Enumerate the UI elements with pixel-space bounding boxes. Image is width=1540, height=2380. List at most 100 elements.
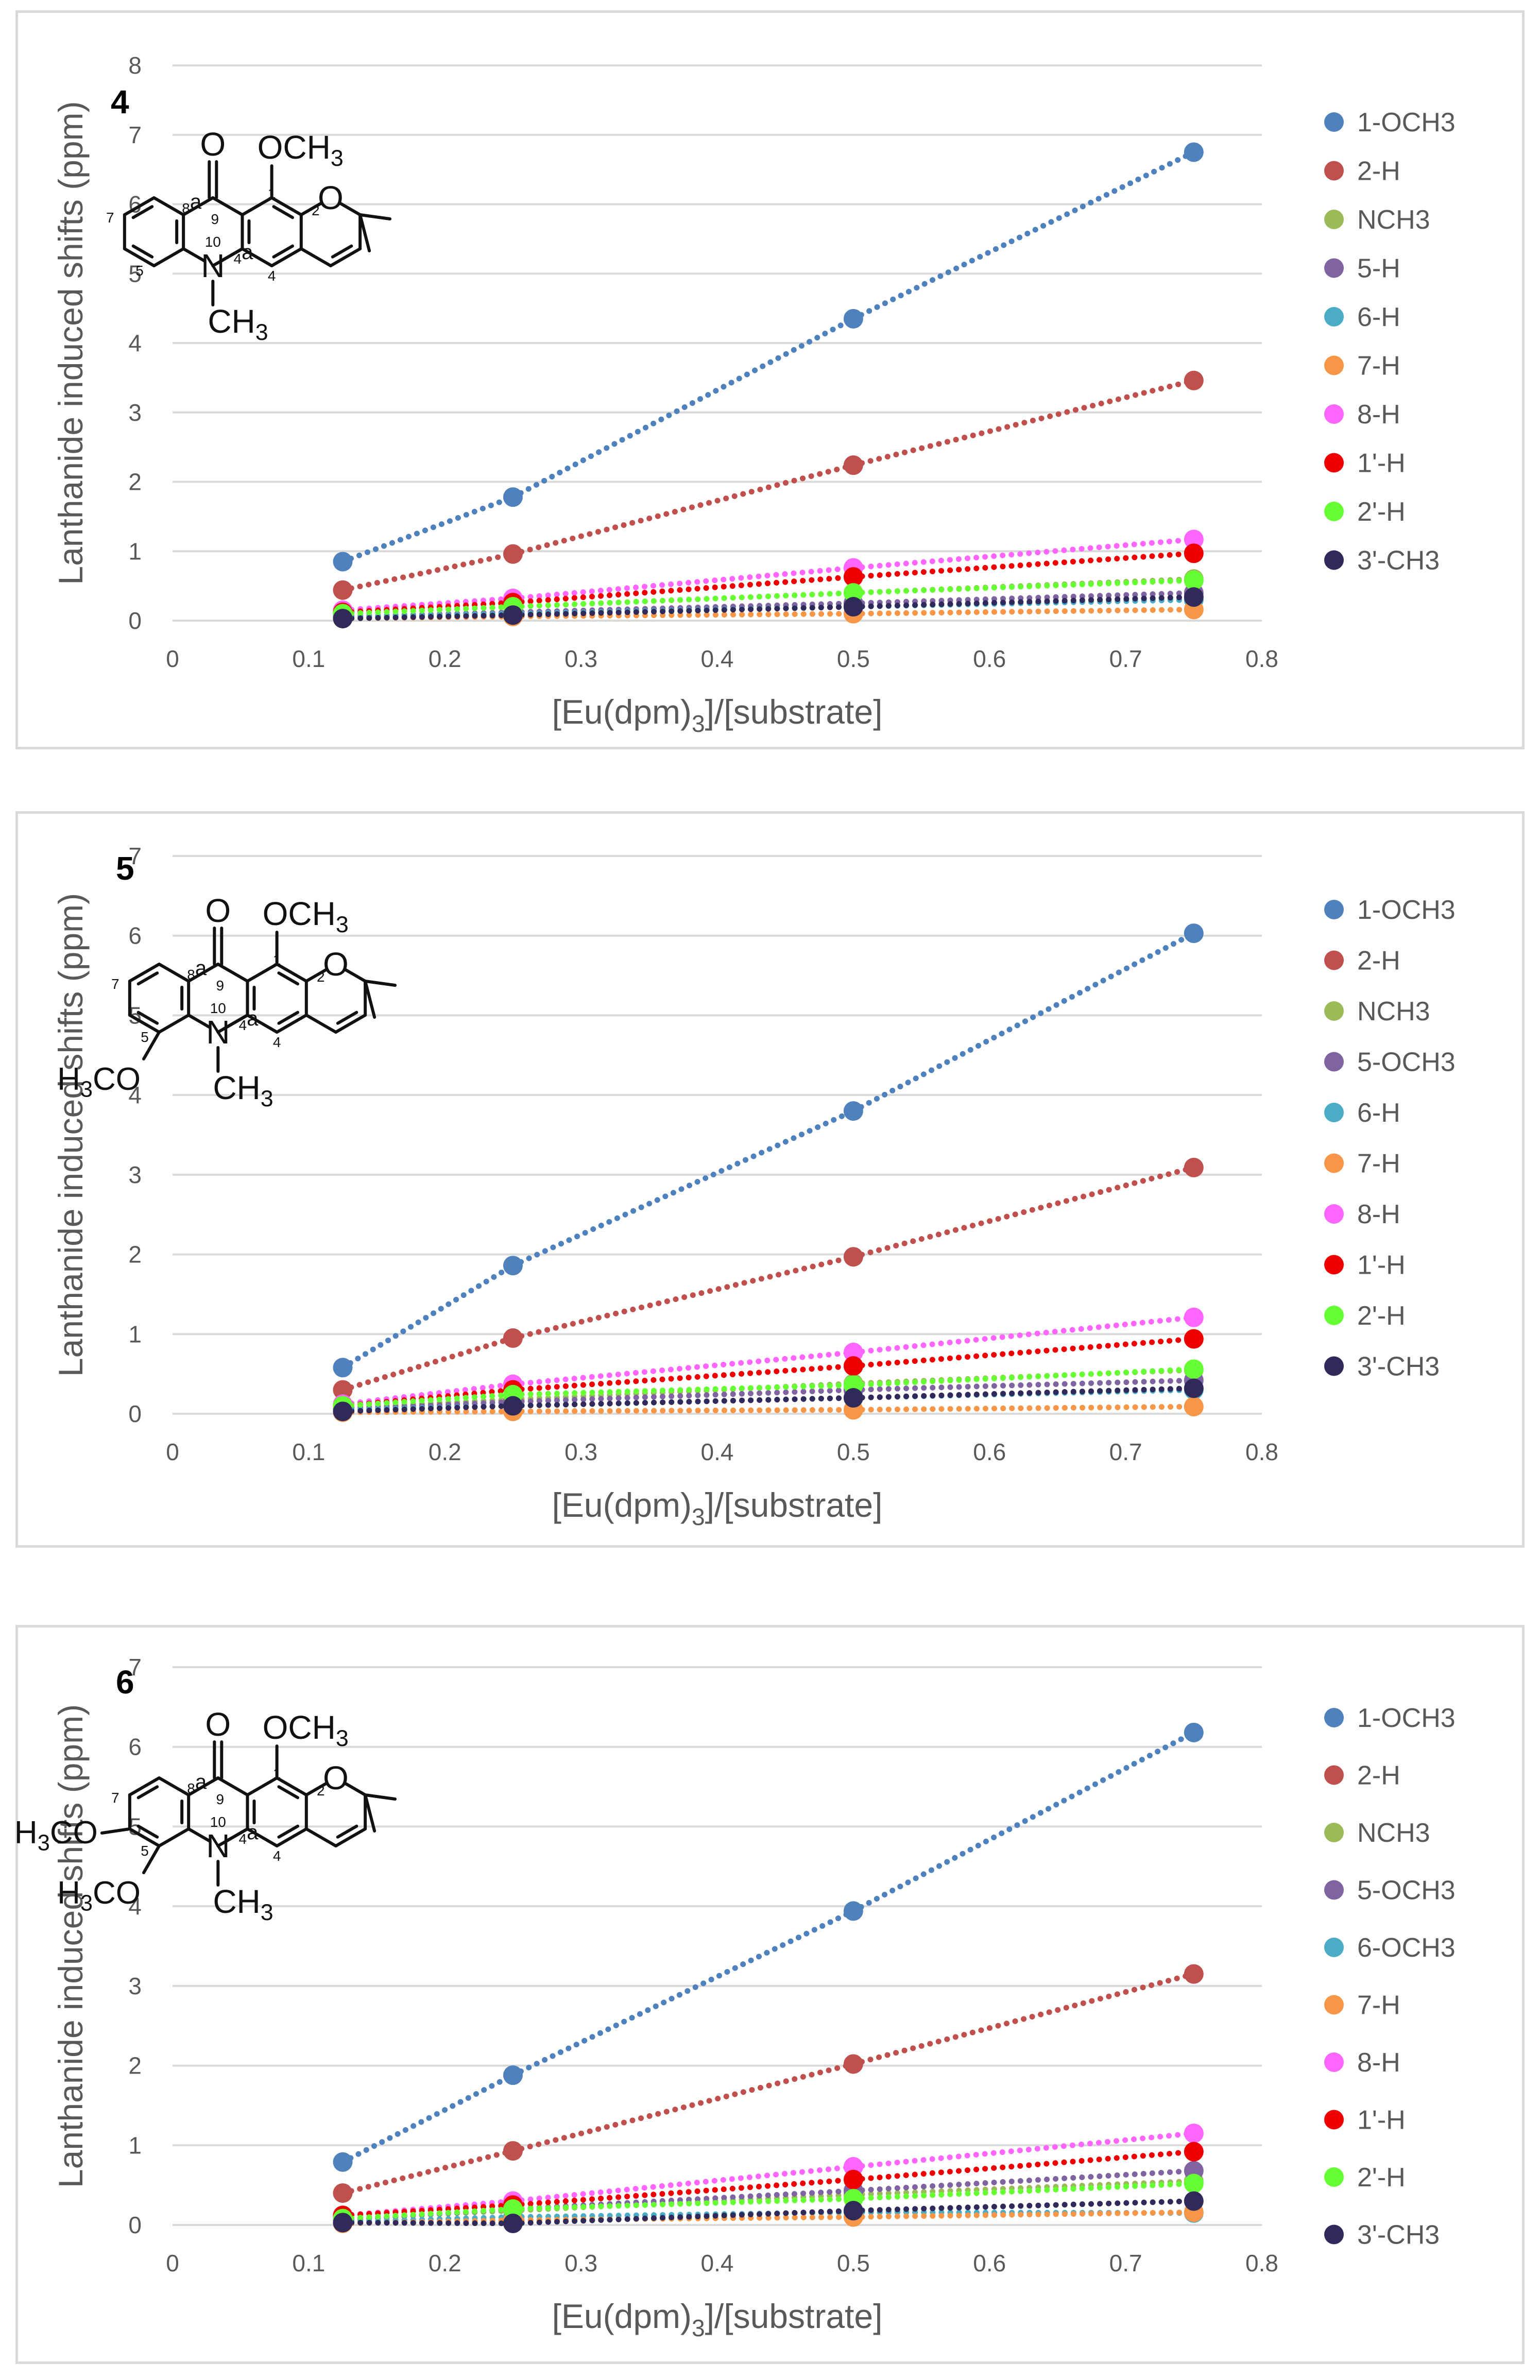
legend-label: 6-OCH3: [1357, 1933, 1456, 1963]
legend-marker: [1324, 502, 1344, 521]
structure-methoxy-label: OCH3: [263, 1709, 349, 1751]
legend-marker: [1324, 1356, 1344, 1376]
structure-bond: [277, 1785, 299, 1800]
structure-locant: 5: [141, 1029, 149, 1045]
x-axis-title: [Eu(dpm)3]/[substrate]: [552, 2297, 883, 2341]
data-point-2'-H: [1184, 570, 1204, 590]
structure-bond: [275, 1776, 308, 1796]
x-tick-label: 0.1: [292, 645, 325, 672]
x-tick-label: 0.6: [973, 1439, 1006, 1465]
trendline-2'-H: [510, 590, 857, 610]
trendline-1-OCH3: [850, 1730, 1197, 1914]
data-point-2'-H: [503, 2199, 523, 2219]
data-point-8-H: [1184, 529, 1204, 550]
x-tick-label: 0.2: [429, 1439, 461, 1465]
structure-bond: [123, 247, 156, 267]
structure-locant: 2: [317, 1783, 325, 1799]
legend-label: 7-H: [1357, 351, 1400, 381]
legend-marker: [1324, 950, 1344, 970]
trendline-8-H: [339, 595, 516, 613]
legend-label: 6-H: [1357, 1098, 1400, 1128]
x-axis-title: [Eu(dpm)3]/[substrate]: [552, 693, 883, 737]
structure-bond: [331, 244, 353, 259]
structure-bond: [364, 980, 377, 1019]
structure-locant: 4: [273, 1034, 281, 1050]
structure-n-label: N: [206, 1827, 230, 1864]
legend-label: 3'-CH3: [1357, 546, 1440, 576]
data-point-2'-H: [1184, 1359, 1204, 1379]
structure-locant: 2: [312, 202, 320, 218]
trendline-5-OCH3: [850, 1377, 1197, 1393]
data-point-3'-CH3: [1184, 2191, 1204, 2211]
trendline-2-H: [510, 462, 857, 557]
legend-marker: [1324, 1255, 1344, 1275]
trendline-1-OCH3: [510, 1908, 857, 2078]
chart-panel-6: 0 1 2 3 4 5 6 7 0 0.1 0.2 0.3 0.4 0.5 0.6 0.7 0.8 [Eu(dpm…: [14, 1625, 1525, 2364]
legend-marker: [1324, 453, 1344, 473]
trendline-2'-H: [850, 577, 1197, 596]
x-tick-label: 0.2: [429, 2250, 461, 2276]
legend-label: 1-OCH3: [1357, 108, 1456, 138]
data-point-2-H: [843, 2054, 863, 2074]
x-tick-label: 0.7: [1109, 645, 1142, 672]
structure-bond: [277, 1011, 299, 1025]
structure-locant: 5: [135, 263, 144, 279]
structure-bond: [334, 1827, 367, 1847]
trendline-7-H: [850, 606, 1197, 617]
data-point-2-H: [1184, 1157, 1204, 1177]
legend-label: 3'-CH3: [1357, 1352, 1440, 1382]
data-point-1-OCH3: [503, 487, 523, 507]
legend-label: 2-H: [1357, 1761, 1400, 1791]
y-tick-label: 4: [128, 330, 142, 356]
legend-marker: [1324, 307, 1344, 327]
structure-locant: 7: [106, 210, 114, 226]
legend-label: NCH3: [1357, 997, 1430, 1026]
legend-marker: [1324, 1880, 1344, 1900]
structure-methoxy-label: OCH3: [263, 895, 349, 937]
trendline-1-OCH3: [339, 2072, 516, 2165]
trendline-2'-H: [339, 604, 516, 617]
data-point-3'-CH3: [503, 2213, 523, 2233]
x-tick-label: 0.3: [564, 645, 597, 672]
legend-label: 7-H: [1357, 1149, 1400, 1179]
chart-5-svg: 0 1 2 3 4 5 6 7 0 0.1 0.2 0.3 0.4 0.5 0.6 0.7 0.8 [Eu(dpm…: [52, 843, 1456, 1530]
legend-marker: [1324, 1001, 1344, 1021]
trendline-2-H: [850, 1165, 1197, 1260]
trendline-1'-H: [510, 574, 857, 606]
legend-label: 1-OCH3: [1357, 1703, 1456, 1733]
y-tick-label: 4: [128, 1893, 142, 1920]
structure-bond: [272, 205, 294, 219]
legend-label: 1-OCH3: [1357, 895, 1456, 925]
x-tick-label: 0.8: [1245, 2250, 1278, 2276]
trendline-1-OCH3: [339, 494, 516, 564]
legend-marker: [1324, 1204, 1344, 1224]
compound-number: 6: [116, 1664, 134, 1701]
structure-1: O OCH3 O N CH3 H3CO 1 2 4 4a 10 9 8a 7 5 5: [57, 850, 397, 1111]
structure-bond: [277, 1824, 299, 1839]
structure-bond: [246, 1014, 279, 1034]
trendline-2-H: [850, 1971, 1197, 2067]
structure-oxo-label: O: [205, 1706, 231, 1743]
trendline-5-H: [510, 600, 857, 615]
legend-label: 7-H: [1357, 1991, 1400, 2021]
structure-bond: [142, 1031, 161, 1060]
structure-locant: 9: [216, 1791, 225, 1807]
structure-bond: [152, 247, 185, 267]
legend-marker: [1324, 900, 1344, 919]
structure-locant: 4a: [234, 241, 254, 267]
legend-marker: [1324, 355, 1344, 375]
x-tick-label: 0: [166, 2250, 179, 2276]
structure-bond: [364, 1793, 377, 1833]
structure-locant: 1: [273, 952, 281, 968]
y-tick-label: 3: [128, 1973, 142, 1999]
trendline-3'-CH3: [850, 594, 1197, 610]
data-point-8-H: [843, 1342, 863, 1362]
legend-marker: [1324, 1823, 1344, 1842]
data-point-1-OCH3: [503, 1256, 523, 1276]
structure-bond: [136, 971, 159, 986]
trendline-3'-CH3: [510, 1395, 857, 1409]
legend-label: 2'-H: [1357, 497, 1406, 527]
legend-marker: [1324, 258, 1344, 278]
legend-label: 6-H: [1357, 302, 1400, 332]
